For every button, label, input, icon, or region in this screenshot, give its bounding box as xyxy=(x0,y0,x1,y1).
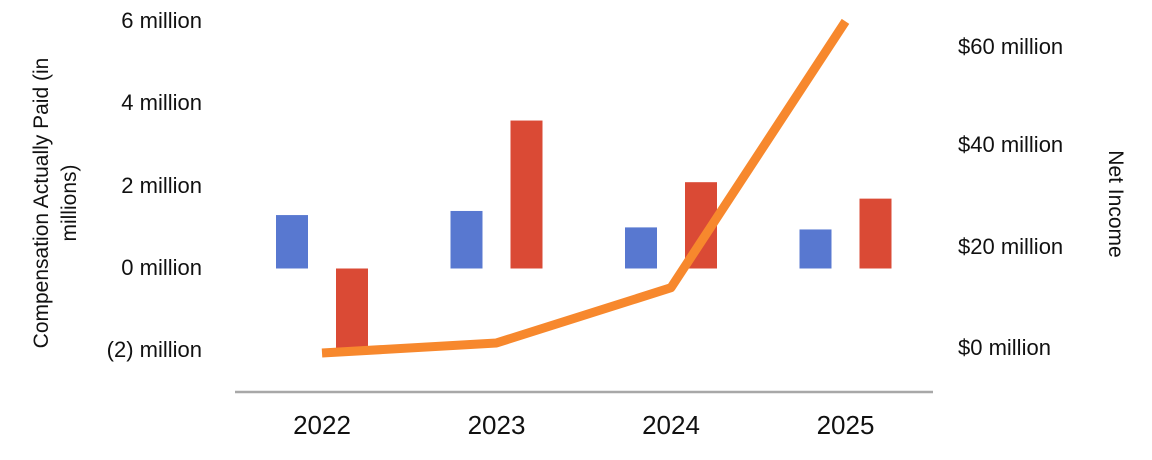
left-axis-tick-3: 0 million xyxy=(121,255,202,280)
left-axis-title: Compensation Actually Paid (in millions) xyxy=(30,57,81,349)
compensation-bar-blue-2023 xyxy=(450,210,483,269)
x-axis-label-2025: 2025 xyxy=(816,410,875,440)
right-axis-tick-1: $40 million xyxy=(958,132,1064,157)
left-axis-tick-2: 2 million xyxy=(121,173,202,198)
right-axis-tick-3: $0 million xyxy=(958,335,1051,360)
compensation-bar-blue-2025 xyxy=(799,229,832,269)
left-axis-tick-4: (2) million xyxy=(106,337,202,362)
x-axis-label-2024: 2024 xyxy=(642,410,700,440)
right-axis-tick-2: $20 million xyxy=(958,234,1064,259)
right-axis-tick-0: $60 million xyxy=(958,34,1064,59)
compensation-bar-red-2023 xyxy=(510,120,543,269)
left-axis-tick-1: 4 million xyxy=(121,90,202,115)
compensation-bar-blue-2022 xyxy=(276,215,308,269)
compensation-bar-blue-2024 xyxy=(625,227,657,269)
x-axis-label-2023: 2023 xyxy=(467,410,526,440)
compensation-bar-red-2025 xyxy=(859,198,892,269)
x-axis-label-2022: 2022 xyxy=(293,410,351,440)
compensation-bar-red-2022 xyxy=(336,268,368,351)
net-income-line xyxy=(321,18,850,358)
left-axis-tick-0: 6 million xyxy=(121,8,202,33)
